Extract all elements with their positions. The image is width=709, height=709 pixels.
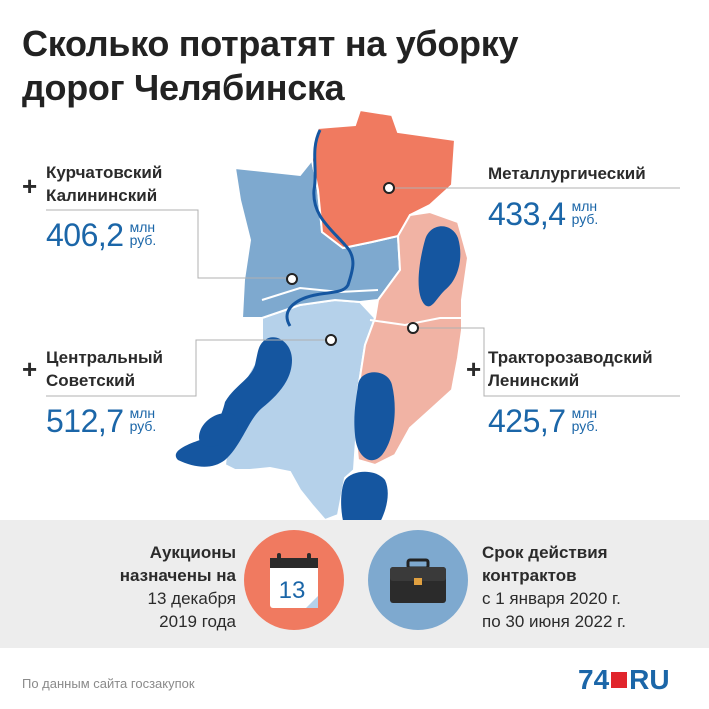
auction-line-2: назначены на [119, 566, 236, 585]
district-name-line-1: Курчатовский [46, 163, 163, 182]
amount-unit: млн руб. [571, 198, 599, 227]
district-label-traktorozavodsky: Тракторозаводский Ленинский [488, 346, 653, 392]
amount-metallurgichesky: 433,4 млн руб. [488, 197, 612, 231]
logo-square [611, 672, 628, 688]
calendar-icon: 13 [270, 553, 318, 608]
leader-traktorozavodsky [413, 327, 680, 397]
logo-suffix: RU [629, 664, 670, 695]
auction-line-3: 13 декабря [147, 589, 236, 608]
marker-metallurgichesky [383, 182, 395, 194]
district-name-line-1: Тракторозаводский [488, 348, 653, 367]
district-name-line-1: Центральный [46, 348, 163, 367]
district-name-line-2: Калининский [46, 186, 158, 205]
leader-tsentralny [46, 339, 331, 397]
contract-line-2: контрактов [482, 566, 577, 585]
district-label-metallurgichesky: Металлургический [488, 162, 646, 185]
river-miass [285, 129, 355, 327]
source-note: По данным сайта госзакупок [22, 676, 195, 691]
district-name-line-1: Металлургический [488, 164, 646, 183]
amount-traktorozavodsky: 425,7 млн руб. [488, 404, 612, 438]
contract-line-1: Срок действия [482, 543, 608, 562]
district-label-tsentralny: Центральный Советский [46, 346, 163, 392]
page-title: Сколько потратят на уборку дорог Челябин… [22, 22, 582, 110]
auction-note: Аукционы назначены на 13 декабря 2019 го… [120, 541, 236, 633]
district-name-line-2: Советский [46, 371, 136, 390]
leader-kurchatovsky [46, 209, 292, 279]
lake-center [354, 372, 395, 461]
briefcase-icon [390, 558, 446, 603]
auction-line-1: Аукционы [149, 543, 236, 562]
calendar-day: 13 [279, 577, 306, 604]
title-line-2: дорог Челябинска [22, 67, 345, 108]
amount-unit: млн руб. [129, 405, 157, 434]
plus-sign-kurchatovsky: + [22, 171, 38, 201]
site-logo[interactable]: 74 RU [578, 666, 670, 694]
lake-east [418, 226, 461, 307]
amount-unit: млн руб. [571, 405, 599, 434]
plus-sign-tsentralny: + [22, 354, 38, 384]
district-metallurgichesky [310, 108, 457, 250]
title-line-1: Сколько потратят на уборку [22, 23, 519, 64]
plus-sign-traktorozavodsky: + [466, 354, 482, 384]
contract-line-3: с 1 января 2020 г. [482, 589, 621, 608]
district-label-kurchatovsky: Курчатовский Калининский [46, 161, 162, 207]
amount-kurchatovsky: 406,2 млн руб. [46, 218, 170, 252]
amount-unit: млн руб. [129, 219, 157, 248]
contract-line-4: по 30 июня 2022 г. [482, 612, 626, 631]
contract-note: Срок действия контрактов с 1 января 2020… [482, 541, 626, 633]
amount-value: 406,2 [46, 217, 124, 253]
amount-tsentralny: 512,7 млн руб. [46, 404, 170, 438]
logo-number: 74 [578, 664, 610, 695]
marker-traktorozavodsky [407, 322, 419, 334]
amount-value: 425,7 [488, 403, 566, 439]
calendar-badge: 13 [244, 530, 344, 630]
auction-line-4: 2019 года [159, 612, 236, 631]
lake-west [175, 337, 292, 467]
marker-kurchatovsky [286, 273, 298, 285]
amount-value: 433,4 [488, 196, 566, 232]
briefcase-badge [368, 530, 468, 630]
lake-west-2 [199, 413, 239, 447]
marker-tsentralny [325, 334, 337, 346]
info-band [0, 520, 709, 648]
district-name-line-2: Ленинский [488, 371, 580, 390]
amount-value: 512,7 [46, 403, 124, 439]
